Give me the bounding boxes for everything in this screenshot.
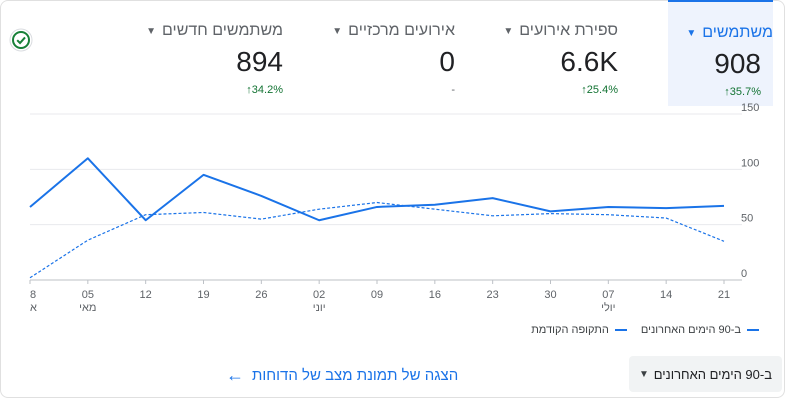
arrow-up-icon: ↑ <box>246 84 252 96</box>
caret-down-icon: ▼ <box>639 368 649 380</box>
view-reports-snapshot-link[interactable]: הצגה של תמונת מצב של הדוחות ← <box>226 366 458 384</box>
metric-change: - <box>451 84 455 96</box>
metric-header: משתמשים חדשים ▼ <box>146 22 283 40</box>
x-tick-label: 05 <box>82 289 94 301</box>
metric-header: אירועים מרכזיים ▼ <box>332 22 455 40</box>
x-tick-label: 14 <box>660 289 672 301</box>
arrow-up-icon: ↑ <box>581 84 587 96</box>
x-tick-label: 09 <box>371 289 383 301</box>
arrow-left-icon: ← <box>226 365 244 385</box>
legend-swatch-current <box>747 329 759 331</box>
x-tick-label: 23 <box>487 289 499 301</box>
metric-value: 894 <box>236 46 283 77</box>
arrow-up-icon: ↑ <box>724 86 730 98</box>
date-range-label: ב-90 הימים האחרונים <box>653 366 772 382</box>
metric-change-value: 34.2% <box>251 84 283 96</box>
legend-label-current: ב-90 הימים האחרונים <box>640 324 741 336</box>
metric-change-value: 25.4% <box>586 84 618 96</box>
metric-change-value: 35.7% <box>729 86 761 98</box>
metric-change: ↑25.4% <box>581 84 618 96</box>
metric-value: 6.6K <box>560 46 618 77</box>
check-circle-icon[interactable] <box>9 28 33 52</box>
y-tick-label: 50 <box>741 213 753 225</box>
metric-tab-new-users[interactable]: משתמשים חדשים ▼ 894 ↑34.2% <box>130 0 283 106</box>
metric-tab-users[interactable]: משתמשים ▼ 908 ↑35.7% <box>668 0 773 106</box>
legend-swatch-previous <box>614 329 627 331</box>
x-tick-label: 12 <box>140 289 152 301</box>
date-range-dropdown[interactable]: ב-90 הימים האחרונים ▼ <box>629 356 782 392</box>
x-tick-sublabel: יוני <box>313 302 326 314</box>
caret-down-icon: ▼ <box>146 25 157 37</box>
y-tick-label: 100 <box>741 157 759 169</box>
x-tick-sublabel: א <box>30 302 37 314</box>
x-tick-sublabel: יולי <box>601 301 615 314</box>
caret-down-icon: ▼ <box>332 25 343 37</box>
metric-header: משתמשים ▼ <box>686 24 773 42</box>
metric-change: ↑35.7% <box>724 86 761 98</box>
metric-header: ספירת אירועים ▼ <box>503 22 618 40</box>
metric-change: ↑34.2% <box>246 84 283 96</box>
chart-legend: ב-90 הימים האחרונים התקופה הקודמת <box>531 324 759 336</box>
metric-label: משתמשים <box>702 24 773 41</box>
x-tick-label: 07 <box>602 289 614 301</box>
x-tick-sublabel: מאי <box>79 302 96 314</box>
x-tick-label: 16 <box>429 289 441 301</box>
metric-value: 908 <box>714 48 761 79</box>
y-tick-label: 0 <box>741 268 747 280</box>
x-tick-label: 30 <box>544 289 556 301</box>
metric-tab-event-count[interactable]: ספירת אירועים ▼ 6.6K ↑25.4% <box>480 0 618 106</box>
series-previous-line <box>29 201 725 279</box>
metric-label: משתמשים חדשים <box>162 22 283 39</box>
caret-down-icon: ▼ <box>503 25 514 37</box>
x-tick-label: 26 <box>255 289 267 301</box>
series-current-line <box>29 157 725 222</box>
x-tick-label: 02 <box>313 289 325 301</box>
link-label: הצגה של תמונת מצב של הדוחות <box>252 366 459 384</box>
metric-tab-key-events[interactable]: אירועים מרכזיים ▼ 0 - <box>320 0 455 106</box>
legend-label-previous: התקופה הקודמת <box>531 324 609 336</box>
y-tick-label: 150 <box>741 102 759 114</box>
caret-down-icon: ▼ <box>686 27 697 39</box>
x-tick-label: 19 <box>197 289 209 301</box>
metric-label: אירועים מרכזיים <box>348 22 455 39</box>
metric-label: ספירת אירועים <box>519 22 618 39</box>
x-tick-label: 21 <box>718 289 730 301</box>
x-tick-label: 8 <box>30 289 36 301</box>
metric-value: 0 <box>439 46 455 77</box>
